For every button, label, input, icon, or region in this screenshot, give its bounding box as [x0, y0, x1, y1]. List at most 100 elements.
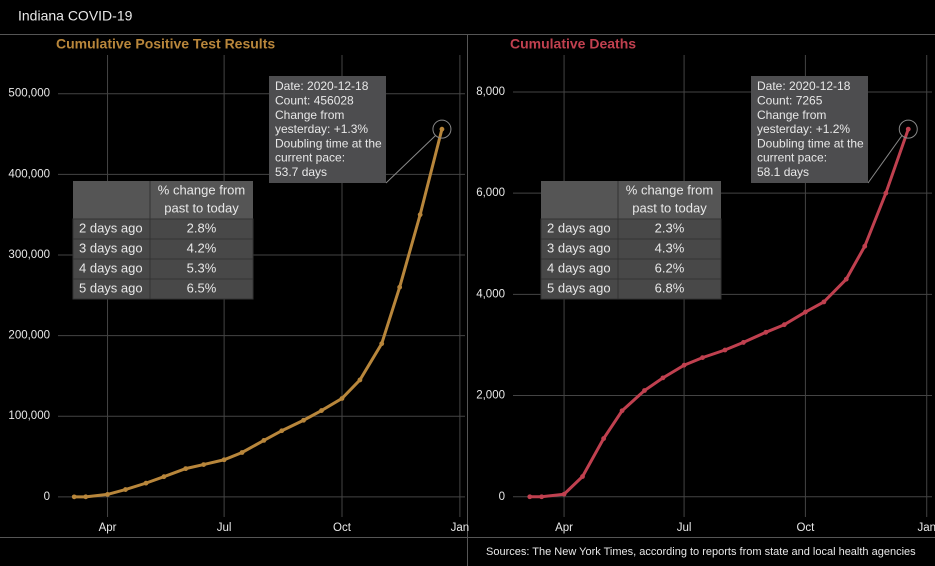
- table-cell: 4 days ago: [547, 260, 611, 275]
- data-point: [601, 436, 607, 441]
- table-cell: 4.2%: [187, 240, 217, 255]
- data-point: [379, 341, 385, 347]
- x-tick-label: Oct: [333, 522, 352, 534]
- data-point: [539, 494, 545, 500]
- y-tick-label: 6,000: [476, 187, 505, 199]
- table-cell: 6.5%: [187, 280, 217, 295]
- annotation-leader: [385, 134, 437, 184]
- data-point: [261, 438, 267, 443]
- annotation-ring: [432, 119, 452, 139]
- annotation-text: Date: 2020-12-18: [275, 79, 369, 93]
- y-tick-label: 4,000: [476, 288, 505, 300]
- annotation-text: Date: 2020-12-18: [757, 79, 851, 93]
- table-cell: 2.3%: [655, 220, 685, 235]
- data-line: [74, 128, 444, 499]
- data-point: [279, 428, 285, 434]
- x-tick-label: Jul: [217, 522, 232, 534]
- table-cell: 6.8%: [655, 280, 685, 295]
- table-cell: 5.3%: [187, 260, 217, 275]
- table-cell: 4.3%: [655, 240, 685, 255]
- annotation-text: current pace:: [275, 151, 345, 165]
- table-row-bg: [540, 278, 722, 300]
- data-point: [681, 362, 687, 368]
- y-tick-label: 500,000: [8, 88, 50, 100]
- x-tick-label: Apr: [99, 522, 117, 534]
- y-tick-label: 0: [44, 491, 50, 503]
- annotation-box: [269, 76, 386, 183]
- y-tick-label: 2,000: [476, 390, 505, 402]
- annotation-text: 53.7 days: [275, 165, 327, 179]
- data-point: [781, 322, 787, 328]
- data-point: [741, 340, 746, 345]
- data-point: [71, 494, 77, 500]
- data-point: [660, 375, 666, 381]
- table-cell: 5 days ago: [79, 280, 143, 295]
- annotation-text: Count: 456028: [275, 93, 354, 107]
- data-point: [83, 494, 89, 500]
- data-point: [763, 329, 769, 335]
- table-header: % change from: [158, 182, 245, 197]
- chart-title: Cumulative Positive Test Results: [56, 36, 275, 52]
- annotation-ring: [898, 119, 918, 139]
- data-point: [339, 396, 345, 401]
- y-tick-label: 0: [499, 491, 505, 503]
- data-point: [201, 462, 207, 467]
- data-point: [862, 243, 868, 249]
- table-cell: 5 days ago: [547, 280, 611, 295]
- table-cell: 3 days ago: [79, 240, 143, 255]
- table-header: % change from: [626, 182, 713, 197]
- table-cell: 6.2%: [655, 260, 685, 275]
- page-title: Indiana COVID-19: [18, 8, 133, 24]
- data-point: [105, 492, 110, 497]
- data-point: [722, 347, 728, 353]
- data-point: [161, 474, 167, 480]
- x-tick-label: Jan: [917, 522, 935, 534]
- x-tick-label: Oct: [796, 522, 815, 534]
- y-tick-label: 8,000: [476, 86, 505, 98]
- y-tick-label: 100,000: [8, 410, 50, 422]
- y-tick-label: 400,000: [8, 168, 50, 180]
- table-cell: 2 days ago: [79, 220, 143, 235]
- table-header-bg: [73, 181, 253, 219]
- table-header: past to today: [164, 200, 239, 215]
- table-cell: 2.8%: [187, 220, 217, 235]
- annotation-text: yesterday: +1.2%: [757, 122, 850, 136]
- annotation-text: current pace:: [757, 151, 827, 165]
- data-point: [580, 474, 585, 479]
- data-point: [561, 491, 567, 497]
- annotation-text: Change from: [757, 108, 826, 122]
- data-point: [221, 457, 227, 463]
- annotation-text: Count: 7265: [757, 93, 823, 107]
- table-header: past to today: [632, 200, 707, 215]
- table-cell: 3 days ago: [547, 240, 611, 255]
- table-cell: 2 days ago: [547, 220, 611, 235]
- annotation-box: [751, 76, 868, 183]
- data-point: [319, 408, 324, 413]
- data-point: [905, 126, 911, 132]
- x-tick-label: Jul: [677, 522, 692, 534]
- data-point: [527, 494, 533, 500]
- data-point: [803, 309, 808, 315]
- data-point: [700, 355, 705, 361]
- annotation-text: yesterday: +1.3%: [275, 122, 368, 136]
- table-cell: 4 days ago: [79, 260, 143, 275]
- y-tick-label: 300,000: [8, 249, 50, 261]
- x-tick-label: Jan: [451, 522, 470, 534]
- data-point: [417, 212, 423, 218]
- annotation-text: 58.1 days: [757, 165, 809, 179]
- annotation-leader: [867, 134, 903, 184]
- data-point: [301, 417, 306, 423]
- annotation-text: Doubling time at the: [757, 136, 864, 150]
- data-point: [439, 126, 445, 132]
- data-point: [883, 190, 889, 196]
- data-point: [619, 408, 625, 414]
- annotation-text: Change from: [275, 108, 344, 122]
- data-point: [642, 388, 647, 393]
- data-point: [143, 480, 149, 486]
- data-point: [821, 299, 827, 305]
- source-note: Sources: The New York Times, according t…: [486, 546, 916, 558]
- data-point: [183, 466, 189, 472]
- data-point: [397, 284, 403, 290]
